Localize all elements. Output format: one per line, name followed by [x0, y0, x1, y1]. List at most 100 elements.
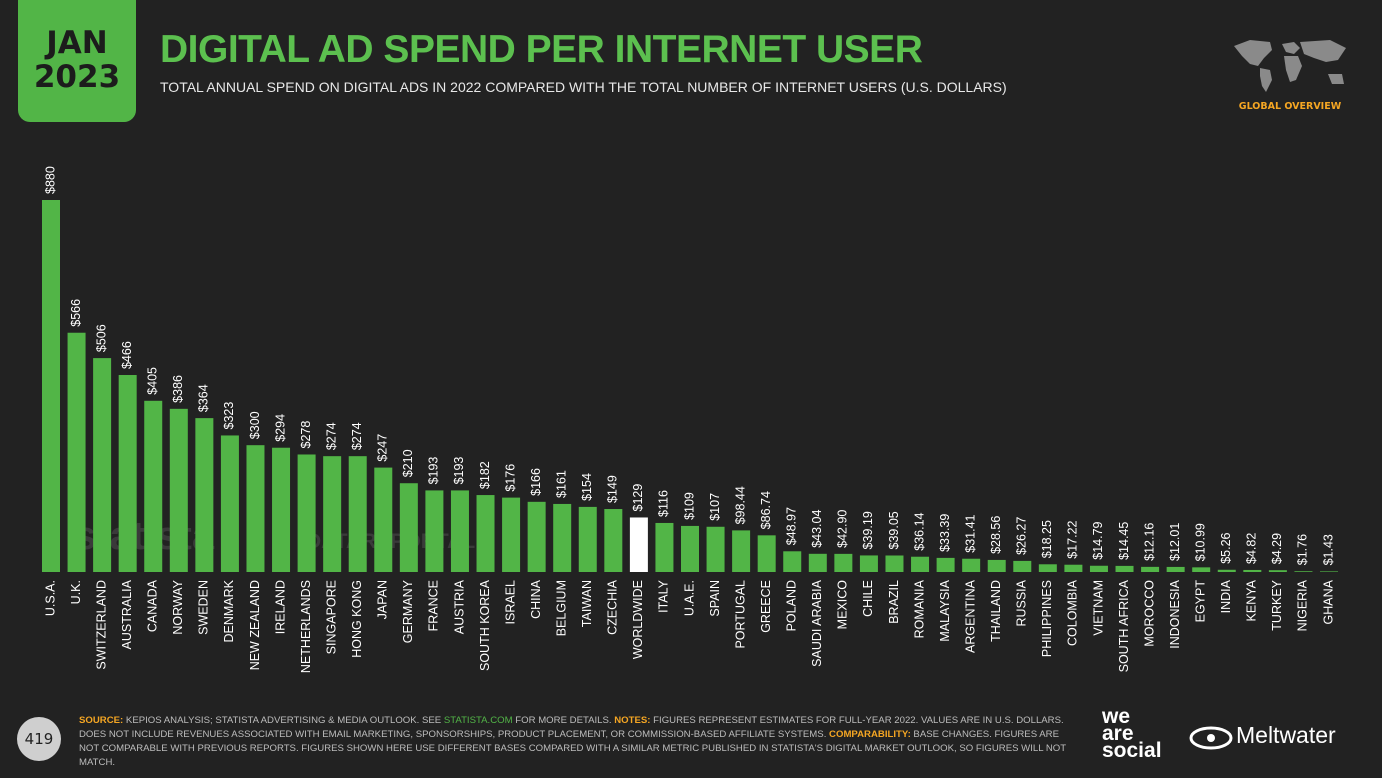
bar: [604, 509, 623, 572]
footnote-part: FOR MORE DETAILS.: [512, 715, 615, 726]
logo-text: we: [1102, 705, 1131, 728]
title: DIGITAL AD SPEND PER INTERNET USER: [160, 28, 923, 71]
x-tick-label: ITALY: [657, 579, 671, 613]
bar: [323, 456, 342, 572]
value-label: $386: [171, 375, 185, 403]
value-label: $116: [657, 490, 671, 517]
bar: [1217, 569, 1236, 572]
x-tick-label: COLOMBIA: [1066, 579, 1080, 646]
x-tick-label: INDONESIA: [1168, 579, 1182, 648]
x-tick-label: ARGENTINA: [963, 579, 977, 653]
x-tick-label: POLAND: [785, 580, 799, 631]
x-tick-label: KENYA: [1245, 579, 1259, 621]
x-tick-label: IRELAND: [273, 580, 287, 634]
x-tick-label: CANADA: [146, 579, 160, 632]
bar: [885, 555, 904, 572]
footnote-part: NOTES:: [614, 715, 651, 726]
bar: [1013, 560, 1032, 572]
bar: [425, 490, 444, 572]
value-label: $166: [529, 468, 543, 496]
x-tick-label: JAPAN: [376, 580, 390, 619]
world-map-icon: [1234, 40, 1346, 92]
x-tick-label: SOUTH KOREA: [478, 579, 492, 671]
x-tick-label: INDIA: [1219, 579, 1233, 613]
value-label: $5.26: [1219, 532, 1233, 563]
bar: [246, 445, 265, 572]
x-tick-label: GREECE: [759, 580, 773, 633]
x-tick-label: SWITZERLAND: [94, 580, 108, 670]
value-label: $48.97: [785, 507, 799, 545]
x-tick-label: MALAYSIA: [938, 579, 952, 641]
value-label: $109: [682, 492, 696, 520]
bar: [859, 555, 878, 572]
x-tick-label: GERMANY: [401, 579, 415, 643]
value-label: $193: [452, 457, 466, 485]
bar: [1268, 570, 1287, 572]
x-tick-label: NIGERIA: [1296, 579, 1310, 631]
x-tick-label: SINGAPORE: [324, 580, 338, 654]
x-tick-label: MOROCCO: [1142, 580, 1156, 647]
x-tick-label: WORLDWIDE: [631, 580, 645, 659]
value-label: $129: [631, 484, 645, 512]
value-label: $278: [299, 421, 313, 449]
value-label: $33.39: [938, 514, 952, 552]
x-tick-label: NEW ZEALAND: [248, 580, 262, 670]
bar: [144, 400, 163, 572]
x-tick-label: ROMANIA: [912, 579, 926, 638]
bar: [374, 467, 393, 572]
x-tick-label: U.S.A.: [43, 580, 57, 616]
x-tick-label: MEXICO: [836, 580, 850, 630]
value-label: $39.19: [861, 511, 875, 549]
x-tick-label: SPAIN: [708, 580, 722, 617]
footnote-part: FIGURES REPRESENT ESTIMATES FOR FULL-YEA…: [79, 715, 1064, 740]
value-label: $36.14: [912, 512, 926, 550]
bar: [399, 483, 418, 572]
bar: [67, 332, 86, 572]
value-label: $12.01: [1168, 523, 1182, 561]
value-label: $176: [503, 464, 517, 492]
bar: [962, 558, 981, 572]
x-tick-label: U.A.E.: [682, 580, 696, 616]
bar: [93, 358, 112, 572]
bar: [834, 553, 853, 572]
value-label: $182: [478, 461, 492, 489]
x-tick-label: CHINA: [529, 579, 543, 619]
x-tick-label: SAUDI ARABIA: [810, 579, 824, 666]
value-label: $154: [580, 473, 594, 501]
bar: [629, 517, 648, 572]
bar: [476, 495, 495, 572]
bar: [1089, 565, 1108, 572]
meltwater-icon: [1189, 726, 1233, 750]
bar: [450, 490, 469, 572]
bar: [195, 418, 214, 572]
bar: [655, 522, 674, 572]
value-label: $28.56: [989, 516, 1003, 554]
date-year: 2023: [33, 59, 121, 95]
bar: [42, 200, 60, 572]
bar: [553, 503, 572, 572]
x-tick-label: DENMARK: [222, 579, 236, 642]
footnote-part: BASE CHANGES. FIGURES ARE NOT COMPARABLE…: [79, 729, 1066, 768]
x-tick-label: PORTUGAL: [733, 580, 747, 649]
value-label: $14.79: [1091, 521, 1105, 559]
value-label: $274: [350, 422, 364, 450]
x-tick-label: PHILIPPINES: [1040, 580, 1054, 657]
bar: [732, 530, 751, 572]
value-label: $4.29: [1270, 533, 1284, 564]
bar: [783, 551, 802, 572]
logo-text: are: [1102, 722, 1134, 745]
x-tick-label: FRANCE: [427, 580, 441, 631]
value-label: $161: [554, 470, 568, 498]
section-label: GLOBAL OVERVIEW: [1238, 101, 1342, 112]
subtitle: TOTAL ANNUAL SPEND ON DIGITAL ADS IN 202…: [160, 79, 1007, 95]
value-label: $17.22: [1066, 520, 1080, 558]
value-label: $880: [43, 166, 57, 194]
bar: [297, 454, 316, 572]
bar: [578, 506, 597, 572]
value-label: $18.25: [1040, 520, 1054, 558]
page-number: 419: [17, 717, 61, 761]
footnote-part: COMPARABILITY:: [829, 729, 911, 740]
bar: [272, 447, 291, 572]
value-label: $26.27: [1015, 517, 1029, 555]
x-tick-label: CHILE: [861, 580, 875, 617]
